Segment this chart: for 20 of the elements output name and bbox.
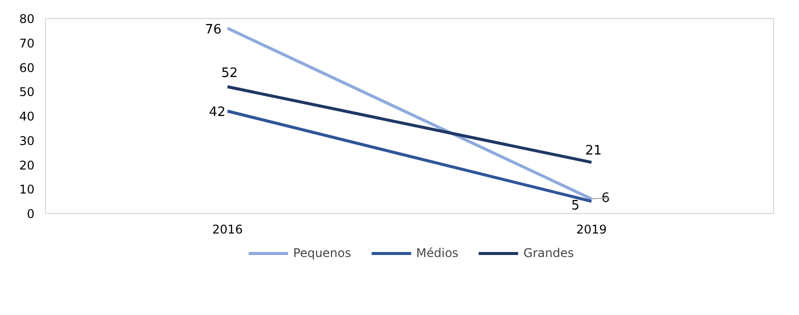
data-label: 52 [221,66,238,81]
y-tick-label: 30 [19,134,35,148]
y-tick-label: 10 [19,182,35,197]
data-label: 42 [208,105,226,120]
y-tick-label: 60 [19,60,35,75]
legend-label: Médios [416,246,458,260]
x-tick-label: 2016 [212,222,243,236]
data-label: 6 [602,190,610,206]
data-label: 21 [585,143,602,158]
y-tick-label: 40 [19,110,35,124]
legend-label: Pequenos [293,246,352,260]
y-tick-label: 80 [19,12,35,26]
data-label: 76 [204,22,222,38]
data-label: 5 [571,198,580,214]
y-tick-label: 50 [19,85,35,100]
legend-label: Grandes [523,246,574,260]
y-tick-label: 0 [26,207,35,221]
y-tick-label: 70 [19,36,35,50]
x-tick-label: 2019 [576,222,607,236]
y-tick-label: 20 [19,158,35,172]
